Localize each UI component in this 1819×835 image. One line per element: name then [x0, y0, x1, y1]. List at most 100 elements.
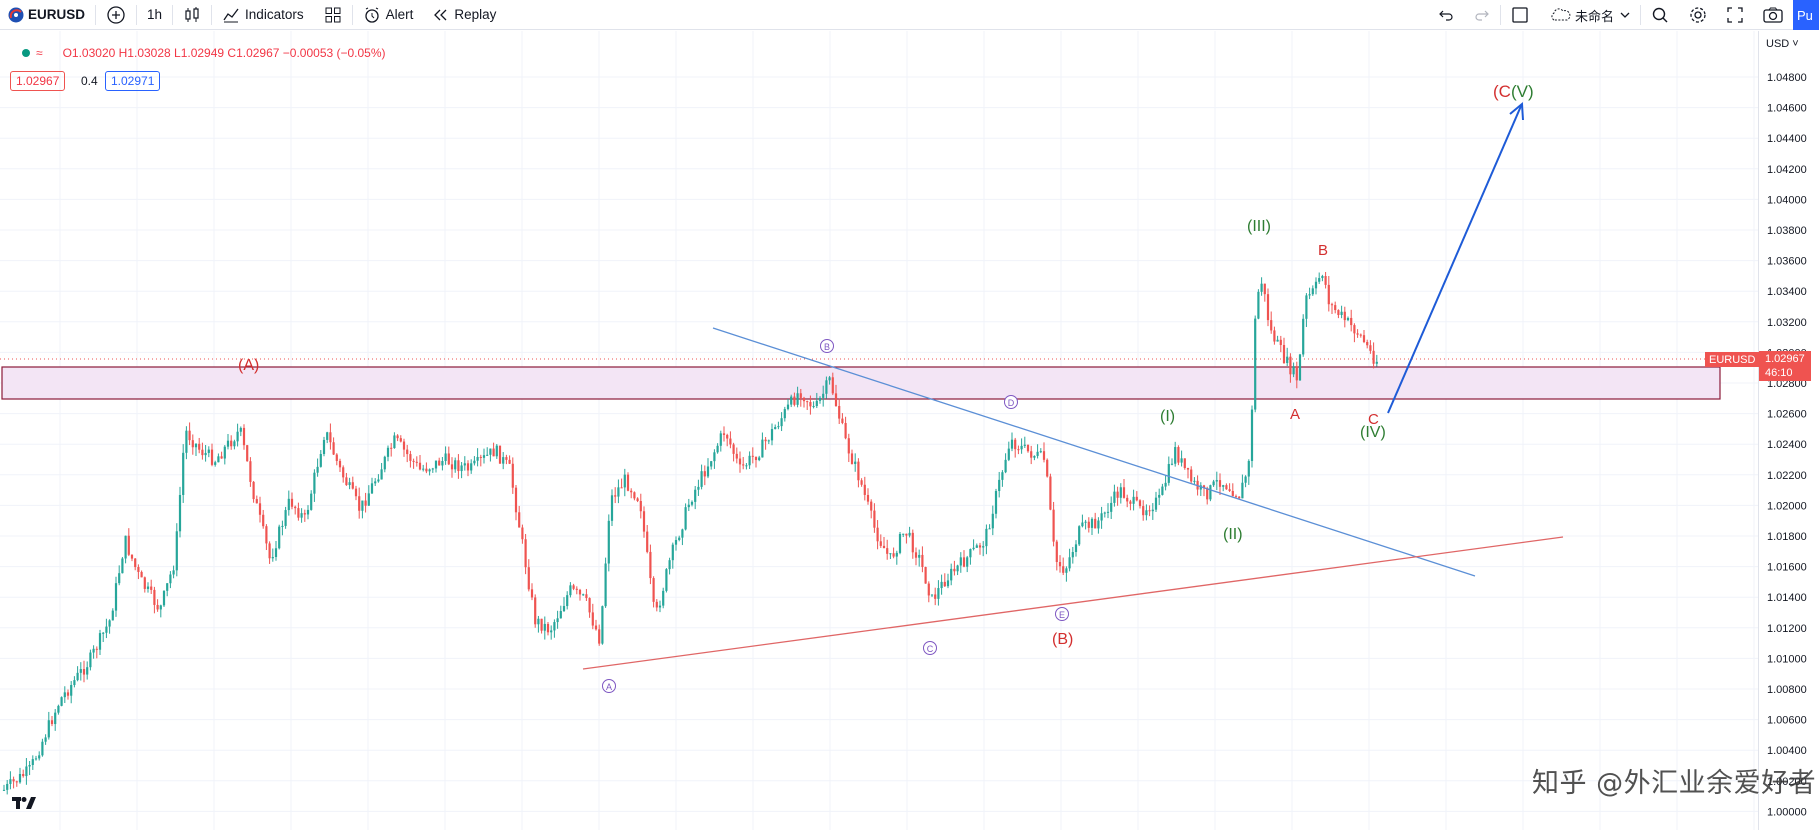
- undo-button[interactable]: [1428, 0, 1464, 30]
- layout-button[interactable]: [1501, 0, 1539, 30]
- circle-label-B[interactable]: B: [820, 339, 834, 353]
- price-chart[interactable]: (A) (B) (C(V) (I) (II) (III) (IV) A B C …: [0, 31, 1758, 830]
- wave-label-II[interactable]: (II): [1223, 526, 1243, 543]
- search-button[interactable]: [1641, 0, 1679, 30]
- price-tick-label: 1.04600: [1767, 103, 1807, 115]
- candle-body: [1327, 284, 1330, 305]
- wave-label-I[interactable]: (I): [1160, 408, 1175, 425]
- compare-button[interactable]: [96, 0, 136, 30]
- candle-body: [15, 781, 18, 783]
- candle-body: [1254, 318, 1257, 410]
- candle-body: [825, 380, 828, 394]
- tradingview-logo[interactable]: [12, 795, 38, 815]
- candle-body: [351, 482, 354, 489]
- candle-body: [588, 598, 591, 613]
- chart-pane[interactable]: (A) (B) (C(V) (I) (II) (III) (IV) A B C …: [0, 31, 1758, 830]
- candle-body: [409, 454, 412, 461]
- redo-button[interactable]: [1464, 0, 1500, 30]
- fullscreen-button[interactable]: [1717, 0, 1753, 30]
- price-tick-label: 1.04400: [1767, 133, 1807, 145]
- candle-body: [495, 445, 498, 457]
- candle-body: [1158, 494, 1161, 498]
- candle-body: [1097, 520, 1100, 529]
- candle-body: [502, 457, 505, 464]
- toolbar-right-group: 未命名 Pu: [1428, 0, 1819, 30]
- candle-body: [786, 404, 790, 410]
- circle-label-A[interactable]: A: [602, 679, 616, 693]
- candle-body: [1033, 455, 1036, 458]
- candle-body: [972, 547, 975, 550]
- candle-body: [620, 487, 623, 489]
- price-tick-label: 1.00200: [1767, 776, 1807, 788]
- candle-body: [1036, 451, 1039, 456]
- ask-price-box[interactable]: 1.02971: [105, 71, 161, 91]
- wave-label-III[interactable]: (III): [1247, 218, 1271, 235]
- wave-label-small-C[interactable]: C: [1368, 411, 1379, 428]
- candle-body: [1372, 350, 1375, 364]
- replay-button[interactable]: Replay: [423, 0, 506, 30]
- candle-body: [1305, 295, 1308, 319]
- layout-name-button[interactable]: 未命名: [1539, 0, 1640, 30]
- wave-label-A-paren[interactable]: (A): [238, 357, 259, 374]
- candle-body: [1298, 354, 1302, 381]
- candle-body: [700, 471, 703, 487]
- candle-body: [134, 558, 137, 568]
- candle-body: [668, 560, 671, 570]
- price-axis[interactable]: 1.04800 1.04600 1.04400 1.04200 1.04000 1.038…: [1758, 31, 1819, 830]
- candle-body: [76, 672, 79, 681]
- projection-arrow[interactable]: [1387, 105, 1522, 414]
- candle-body: [127, 535, 130, 555]
- indicators-button[interactable]: Indicators: [212, 0, 314, 30]
- candle-body: [18, 773, 22, 783]
- candle-body: [1052, 509, 1055, 542]
- price-tick-label: 1.00800: [1767, 684, 1807, 696]
- candle-body: [1286, 356, 1289, 364]
- price-tick-label: 1.02800: [1767, 378, 1807, 390]
- candle-body: [1071, 552, 1074, 558]
- candle-body: [534, 597, 537, 625]
- candle-body: [828, 377, 831, 381]
- wave-label-small-A[interactable]: A: [1290, 406, 1300, 423]
- price-tick-label: 1.00600: [1767, 715, 1807, 727]
- circle-label-E[interactable]: E: [1055, 607, 1069, 621]
- interval-button[interactable]: 1h: [147, 7, 163, 22]
- currency-selector[interactable]: USD ˅: [1766, 38, 1799, 50]
- candle-body: [505, 457, 508, 460]
- candle-body: [793, 396, 796, 405]
- candle-body: [457, 460, 460, 472]
- settings-button[interactable]: [1679, 0, 1717, 30]
- wave-label-small-B[interactable]: B: [1318, 242, 1328, 259]
- candle-body: [425, 468, 428, 472]
- candle-body: [524, 539, 527, 568]
- publish-button[interactable]: Pu: [1793, 0, 1819, 30]
- candle-body: [1308, 294, 1311, 296]
- wave-label-C-V[interactable]: (C(V): [1493, 82, 1534, 101]
- wave-label-IV[interactable]: (IV): [1360, 424, 1386, 441]
- symbol-search[interactable]: EURUSD: [0, 0, 95, 30]
- templates-button[interactable]: [314, 0, 352, 30]
- candle-body: [594, 625, 598, 630]
- candle-body: [294, 506, 297, 509]
- price-tick-label: 1.02600: [1767, 409, 1807, 421]
- circle-label-D[interactable]: D: [1004, 395, 1018, 409]
- resistance-zone[interactable]: [1, 366, 1721, 400]
- bid-price-box[interactable]: 1.02967: [10, 71, 66, 91]
- candle-body: [742, 464, 745, 466]
- alert-button[interactable]: Alert: [353, 0, 424, 30]
- candle-body: [1343, 311, 1346, 321]
- descending-trendline[interactable]: [712, 327, 1476, 577]
- wave-label-B-paren[interactable]: (B): [1052, 631, 1073, 648]
- chart-type-button[interactable]: [173, 0, 211, 30]
- candle-body: [582, 594, 585, 596]
- candle-body: [162, 590, 166, 606]
- snapshot-button[interactable]: [1753, 0, 1793, 30]
- candle-body: [1266, 294, 1270, 321]
- ascending-trendline[interactable]: [582, 536, 1564, 670]
- candle-body: [1314, 281, 1318, 289]
- candle-body: [857, 461, 860, 481]
- candle-body: [665, 569, 668, 591]
- divider: [172, 4, 174, 25]
- circle-label-C[interactable]: C: [923, 641, 937, 655]
- candle-body: [1369, 345, 1372, 351]
- candle-body: [879, 541, 882, 546]
